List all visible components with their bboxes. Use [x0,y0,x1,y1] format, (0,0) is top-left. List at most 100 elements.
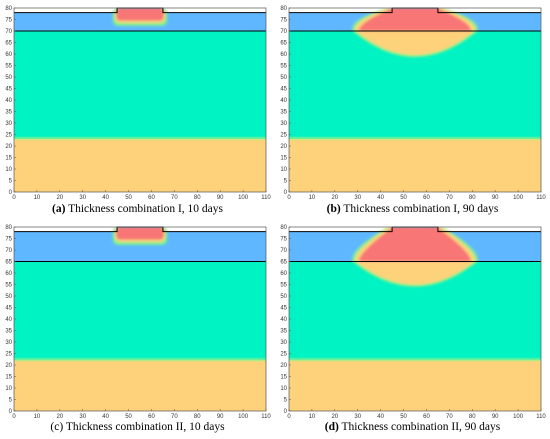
x-tick-label: 40 [377,414,384,419]
y-tick-label: 55 [5,283,12,289]
y-tick-label: 0 [9,409,13,415]
x-tick-label: 40 [102,414,109,419]
y-tick-label: 75 [280,237,287,243]
x-tick-label: 60 [148,195,155,200]
caption-text: Thickness combination II, 10 days [63,421,225,433]
hot-zone [359,227,471,262]
x-tick-label: 30 [79,195,86,200]
field-layers [289,227,541,411]
bottom-layer [14,139,266,192]
middle-layer [14,261,266,361]
y-tick-label: 0 [284,409,288,415]
caption: (b) Thickness combination I, 90 days [275,203,550,215]
x-tick-label: 50 [400,414,407,419]
y-tick-label: 75 [280,18,287,24]
y-tick-label: 50 [280,294,287,300]
y-tick-label: 80 [280,225,287,231]
y-tick-label: 50 [5,294,12,300]
panel-c: 0 5 10 15 20 25 30 35 40 45 50 55 60 65 70 75 80 0 10 20 30 4… [0,219,275,438]
x-tick-label: 90 [492,195,499,200]
x-tick-label: 10 [34,414,41,419]
y-tick-label: 60 [280,52,287,58]
y-tick-label: 70 [280,29,287,35]
x-tick-label: 10 [309,414,316,419]
x-tick-label: 30 [354,195,361,200]
y-tick-label: 80 [280,6,287,12]
y-tick-label: 25 [5,352,12,358]
x-tick-label: 20 [331,414,338,419]
y-tick-label: 55 [280,283,287,289]
x-tick-label: 80 [469,195,476,200]
caption-text: Thickness combination I, 10 days [65,203,223,215]
x-tick-label: 0 [287,195,291,200]
bottom-layer [14,360,266,411]
y-tick-label: 40 [5,98,12,104]
x-tick-label: 110 [536,414,546,419]
x-tick-label: 0 [287,414,291,419]
y-tick-label: 35 [5,329,12,335]
y-tick-label: 15 [280,156,287,162]
y-tick-label: 40 [280,98,287,104]
caption-label: (a) [52,203,66,215]
y-tick-label: 75 [5,237,12,243]
thaw-zone [352,8,478,58]
y-tick-label: 60 [5,271,12,277]
x-tick-label: 60 [423,195,430,200]
x-tick-label: 70 [446,414,453,419]
y-tick-label: 70 [280,248,287,254]
caption-text: Thickness combination I, 90 days [340,203,499,215]
x-tick-label: 70 [171,414,178,419]
y-tick-label: 5 [284,398,288,404]
x-tick-label: 20 [56,414,63,419]
x-tick-label: 90 [217,414,224,419]
x-tick-label: 110 [261,195,271,200]
x-tick-label: 50 [400,195,407,200]
y-tick-label: 75 [5,18,12,24]
middle-layer [14,31,266,140]
field-layers [289,8,541,192]
caption-label: (c) [50,421,64,433]
y-tick-label: 80 [5,6,12,12]
x-tick-label: 60 [423,414,430,419]
y-tick-label: 65 [5,41,12,47]
x-tick-label: 100 [513,195,524,200]
thaw-zone [112,227,168,245]
x-tick-label: 80 [469,414,476,419]
y-tick-label: 60 [5,52,12,58]
y-tick-label: 15 [5,156,12,162]
caption: (d) Thickness combination II, 90 days [275,421,550,433]
y-tick-label: 65 [280,41,287,47]
x-tick-label: 90 [217,195,224,200]
x-tick-label: 40 [102,195,109,200]
temperature-field-plot: 0 5 10 15 20 25 30 35 40 45 50 55 60 65 70 75 80 0 10 20 30 4… [5,225,271,419]
x-tick-label: 80 [194,195,201,200]
temperature-field-plot: 0 5 10 15 20 25 30 35 40 45 50 55 60 65 70 75 80 0 10 20 30 4… [5,6,271,200]
field-layers [14,8,266,192]
transition-band [14,358,266,362]
x-tick-label: 70 [171,195,178,200]
x-tick-label: 110 [261,414,271,419]
panel-b: 0 5 10 15 20 25 30 35 40 45 50 55 60 65 70 75 80 0 10 20 30 4… [275,0,550,219]
y-tick-label: 5 [284,179,288,185]
field-layers [14,227,266,411]
y-tick-label: 0 [9,190,13,196]
x-tick-label: 30 [79,414,86,419]
x-tick-label: 70 [446,195,453,200]
y-tick-label: 20 [5,144,12,150]
y-tick-label: 15 [5,375,12,381]
panel-a: 0 5 10 15 20 25 30 35 40 45 50 55 60 65 70 75 80 0 10 20 30 4… [0,0,275,219]
y-tick-label: 20 [5,363,12,369]
y-tick-label: 30 [5,340,12,346]
bottom-layer [289,360,541,411]
x-tick-label: 10 [309,195,316,200]
caption-label: (b) [326,203,341,215]
x-tick-label: 100 [238,195,249,200]
x-tick-label: 10 [34,195,41,200]
x-tick-label: 100 [238,414,249,419]
thaw-zone [352,227,478,287]
x-tick-label: 60 [148,414,155,419]
x-tick-label: 110 [536,195,546,200]
y-tick-label: 30 [5,121,12,127]
y-tick-label: 45 [280,87,287,93]
y-tick-label: 10 [5,386,12,392]
